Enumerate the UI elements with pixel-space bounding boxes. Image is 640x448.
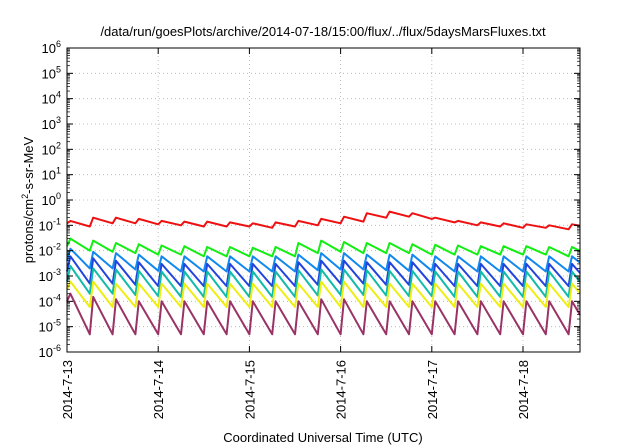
y-axis: 10-610-510-410-310-210-11001011021031041… bbox=[39, 39, 580, 360]
y-tick-label: 10-2 bbox=[39, 242, 61, 259]
x-tick-label: 2014-7-14 bbox=[151, 360, 166, 419]
series-line bbox=[66, 264, 581, 298]
y-tick-exp: 2 bbox=[56, 140, 61, 150]
y-tick-exp: -3 bbox=[53, 267, 61, 277]
y-tick-exp: 1 bbox=[56, 166, 61, 176]
y-tick-exp: 6 bbox=[56, 39, 61, 49]
y-tick-base: 10 bbox=[42, 92, 56, 107]
y-tick-label: 10-3 bbox=[39, 267, 61, 284]
x-axis: 2014-7-13 2014-7-14 2014-7-15 2014-7-16 2014… bbox=[60, 48, 531, 419]
y-tick-base: 10 bbox=[42, 117, 56, 132]
y-tick-exp: -5 bbox=[53, 318, 61, 328]
y-tick-base: 10 bbox=[39, 218, 53, 233]
grid-lines bbox=[67, 48, 580, 352]
y-tick-base: 10 bbox=[42, 66, 56, 81]
y-tick-label: 10-1 bbox=[39, 216, 61, 233]
y-tick-exp: 5 bbox=[56, 64, 61, 74]
y-tick-base: 10 bbox=[39, 345, 53, 360]
series-line bbox=[66, 280, 581, 308]
y-tick-label: 100 bbox=[42, 191, 61, 208]
y-tick-exp: 3 bbox=[56, 115, 61, 125]
series-line bbox=[66, 255, 581, 288]
series-line bbox=[66, 292, 581, 336]
x-tick-label: 2014-7-15 bbox=[242, 360, 257, 419]
y-tick-label: 10-4 bbox=[39, 292, 61, 309]
y-tick-label: 102 bbox=[42, 140, 61, 157]
y-tick-exp: 4 bbox=[56, 90, 61, 100]
y-axis-title-rest: -s-sr-MeV bbox=[21, 136, 36, 193]
y-tick-label: 103 bbox=[42, 115, 61, 132]
x-tick-label: 2014-7-13 bbox=[60, 360, 75, 419]
series-layer bbox=[66, 210, 581, 336]
y-tick-exp: -2 bbox=[53, 242, 61, 252]
y-tick-label: 106 bbox=[42, 39, 61, 56]
y-tick-exp: -6 bbox=[53, 343, 61, 353]
y-tick-base: 10 bbox=[42, 168, 56, 183]
y-axis-title-sup: 2 bbox=[20, 194, 30, 199]
y-tick-label: 10-6 bbox=[39, 343, 61, 360]
y-axis-title: protons/cm2-s-sr-MeV bbox=[20, 136, 36, 263]
series-line bbox=[66, 210, 581, 231]
x-axis-title: Coordinated Universal Time (UTC) bbox=[223, 430, 422, 445]
y-tick-base: 10 bbox=[39, 269, 53, 284]
y-tick-base: 10 bbox=[42, 142, 56, 157]
x-tick-label: 2014-7-16 bbox=[334, 360, 349, 419]
y-axis-title-base: protons/cm bbox=[21, 199, 36, 263]
y-tick-label: 104 bbox=[42, 90, 61, 107]
y-tick-exp: 0 bbox=[56, 191, 61, 201]
y-tick-label: 101 bbox=[42, 166, 61, 183]
y-tick-base: 10 bbox=[39, 320, 53, 335]
y-tick-label: 10-5 bbox=[39, 318, 61, 335]
y-tick-base: 10 bbox=[42, 41, 56, 56]
y-tick-base: 10 bbox=[39, 244, 53, 259]
chart-title: /data/run/goesPlots/archive/2014-07-18/1… bbox=[100, 24, 546, 39]
series-line bbox=[66, 247, 581, 273]
y-tick-exp: -4 bbox=[53, 292, 61, 302]
series-line bbox=[66, 237, 581, 258]
x-tick-label: 2014-7-18 bbox=[516, 360, 531, 419]
y-tick-label: 105 bbox=[42, 64, 61, 81]
y-tick-base: 10 bbox=[42, 193, 56, 208]
y-tick-base: 10 bbox=[39, 294, 53, 309]
y-tick-exp: -1 bbox=[53, 216, 61, 226]
x-tick-label: 2014-7-17 bbox=[425, 360, 440, 419]
